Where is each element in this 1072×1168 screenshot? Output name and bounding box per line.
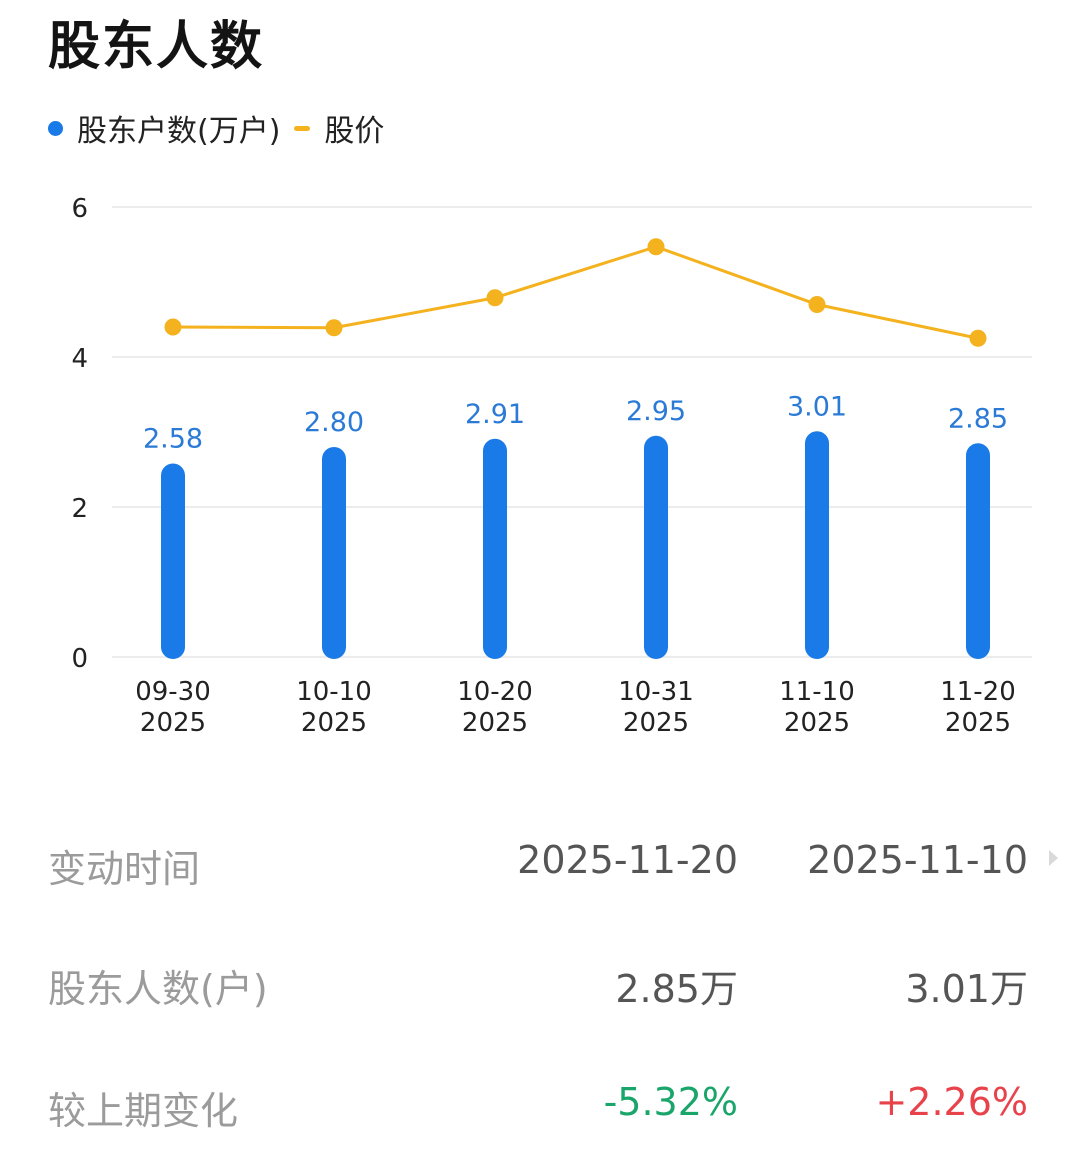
y-tick-label: 6 — [71, 194, 88, 224]
legend-item-holders[interactable]: 股东户数(万户) — [48, 106, 280, 150]
change-previous: +2.26% — [875, 1080, 1028, 1124]
y-tick-label: 2 — [71, 494, 88, 524]
x-tick-year: 2025 — [301, 708, 367, 738]
y-tick-label: 0 — [71, 644, 88, 674]
bar-10-31 — [644, 435, 668, 659]
price-point-10-10 — [325, 319, 343, 337]
holders-current: 2.85万 — [615, 967, 738, 1011]
price-point-10-20 — [486, 289, 504, 307]
legend-item-price[interactable]: 股价 — [294, 106, 384, 150]
grid-lines — [112, 206, 1032, 658]
table-row-holders: 股东人数(户) 2.85万 3.01万 — [48, 940, 1058, 1020]
bar-11-20 — [966, 443, 990, 659]
date-previous: 2025-11-10 — [807, 838, 1028, 882]
bar-series-marker-icon — [48, 120, 63, 136]
row-label-date: 变动时间 — [48, 847, 201, 891]
x-tick-date: 10-20 — [457, 677, 533, 707]
price-point-10-31 — [647, 238, 665, 256]
table-row-date[interactable]: 变动时间 2025-11-20 2025-11-10 — [48, 820, 1058, 900]
x-tick-date: 10-10 — [296, 677, 372, 707]
x-tick-year: 2025 — [623, 708, 689, 738]
change-current: -5.32% — [603, 1080, 738, 1124]
bar-value-label: 2.58 — [143, 424, 203, 455]
y-tick-label: 4 — [71, 344, 88, 374]
bar-10-20 — [483, 438, 507, 659]
x-tick-year: 2025 — [462, 708, 528, 738]
price-line-path — [172, 245, 979, 340]
x-tick-date: 10-31 — [618, 677, 694, 707]
line-series-marker-icon — [294, 125, 311, 131]
bar-value-label: 2.95 — [626, 396, 686, 427]
x-tick-date: 09-30 — [135, 677, 211, 707]
x-tick-year: 2025 — [784, 708, 850, 738]
bars — [161, 431, 990, 659]
holders-previous: 3.01万 — [905, 967, 1028, 1011]
x-tick-year: 2025 — [140, 708, 206, 738]
bar-10-10 — [322, 447, 346, 659]
bar-value-label: 2.85 — [948, 403, 1008, 434]
row-label-holders: 股东人数(户) — [48, 967, 268, 1011]
table-row-change: 较上期变化 -5.32% +2.26% — [48, 1062, 1058, 1142]
bar-value-label: 2.80 — [304, 407, 364, 438]
legend-label-holders: 股东户数(万户) — [77, 114, 281, 149]
bar-11-10 — [805, 431, 829, 659]
x-tick-date: 11-10 — [779, 677, 855, 707]
price-point-11-20 — [969, 329, 987, 347]
bar-value-label: 3.01 — [787, 391, 847, 422]
chevron-right-icon[interactable] — [1049, 850, 1058, 866]
price-point-11-10 — [808, 296, 826, 313]
page-title: 股东人数 — [48, 17, 265, 77]
price-line — [164, 238, 987, 347]
row-label-change: 较上期变化 — [48, 1089, 239, 1133]
legend-label-price: 股价 — [324, 114, 385, 149]
chart-legend: 股东户数(万户) 股价 — [48, 106, 398, 150]
bar-value-label: 2.91 — [465, 399, 525, 430]
price-point-09-30 — [164, 318, 182, 336]
x-tick-year: 2025 — [945, 708, 1011, 738]
x-tick-date: 11-20 — [940, 677, 1016, 707]
date-current: 2025-11-20 — [517, 838, 738, 882]
bar-09-30 — [161, 463, 185, 659]
